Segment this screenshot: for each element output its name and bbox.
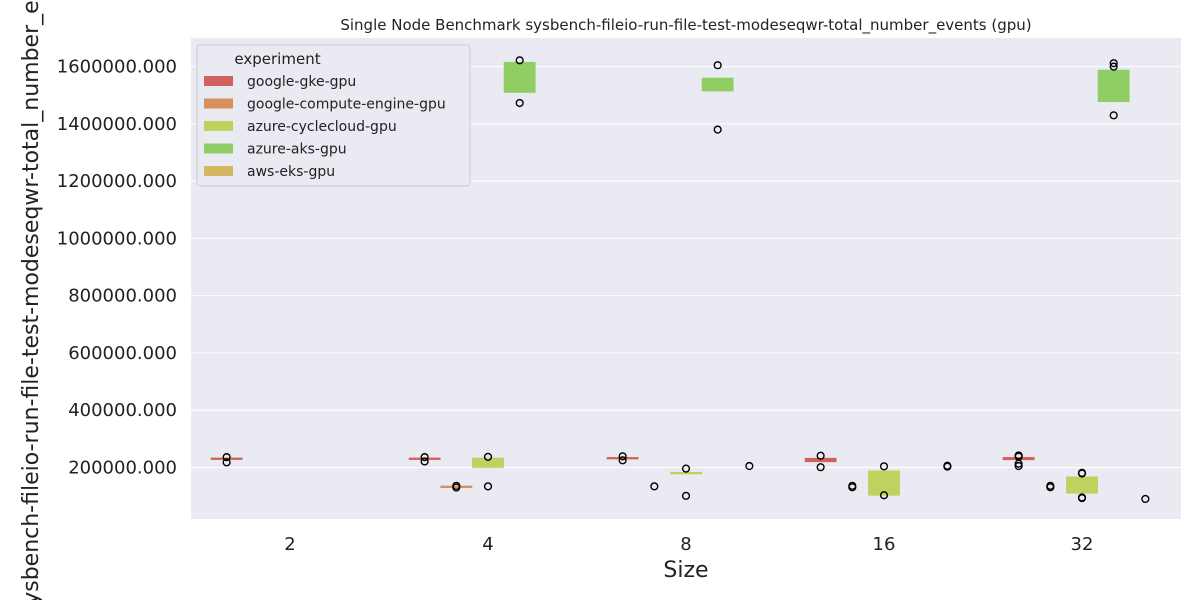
outlier-point	[515, 56, 524, 65]
outlier-point	[222, 458, 231, 467]
outlier-point	[1109, 111, 1118, 120]
outlier-point	[618, 452, 627, 461]
y-tick-label: 1200000.000	[57, 171, 177, 192]
x-tick-label: 4	[482, 534, 493, 555]
outlier-point	[483, 452, 493, 461]
outlier-point	[745, 461, 754, 471]
legend-swatch	[204, 121, 233, 131]
x-axis-label: Size	[663, 558, 708, 583]
box	[503, 61, 536, 93]
outlier-point	[1141, 494, 1150, 504]
outlier-point	[943, 461, 952, 470]
outlier-point	[1109, 59, 1118, 68]
y-tick-label: 1400000.000	[57, 114, 177, 135]
y-tick-label: 600000.000	[68, 343, 177, 364]
legend-box	[196, 44, 471, 187]
x-tick-label: 16	[873, 534, 896, 555]
chart-title: Single Node Benchmark sysbench-fileio-ru…	[340, 16, 1031, 35]
outlier-point	[1046, 481, 1055, 490]
x-tick-label: 8	[680, 534, 691, 555]
y-tick-label: 1000000.000	[57, 228, 177, 249]
x-tick-label: 32	[1071, 534, 1094, 555]
outlier-point	[879, 462, 889, 471]
outlier-point	[222, 453, 231, 462]
x-tick-label: 2	[284, 534, 295, 555]
outlier-point	[848, 481, 857, 490]
outlier-point	[1014, 451, 1023, 460]
legend-swatch	[204, 143, 233, 154]
outlier-point	[650, 482, 659, 491]
outlier-point	[816, 451, 825, 460]
outlier-point	[483, 482, 493, 491]
legend-label: azure-aks-gpu	[247, 142, 347, 158]
outlier-point	[713, 125, 722, 134]
x-axis: 2 4 8 16 32	[284, 534, 1093, 555]
legend-label: google-compute-engine-gpu	[247, 97, 446, 113]
outlier-point	[1077, 468, 1087, 478]
outlier-point	[420, 453, 429, 462]
outlier-point	[816, 463, 825, 472]
legend-swatch	[204, 98, 233, 109]
legend-label: aws-eks-gpu	[247, 164, 335, 180]
outlier-point	[681, 491, 691, 500]
boxes-layer	[210, 56, 1150, 504]
legend-swatch	[204, 166, 233, 176]
legend-title: experiment	[234, 50, 320, 68]
outlier-point	[1109, 62, 1118, 71]
legend-swatch	[204, 76, 233, 86]
y-axis-label: sysbench-fileio-run-file-test-modeseqwr-…	[19, 0, 44, 600]
outlier-point	[681, 464, 691, 473]
y-tick-label: 400000.000	[68, 400, 177, 421]
y-tick-label: 800000.000	[68, 286, 177, 307]
outlier-point	[1077, 493, 1087, 502]
outlier-point	[713, 61, 722, 70]
legend-label: azure-cyclecloud-gpu	[247, 119, 397, 135]
y-tick-label: 200000.000	[68, 457, 177, 478]
y-tick-label: 1600000.000	[57, 57, 177, 78]
outlier-point	[452, 481, 461, 490]
outlier-point	[420, 457, 429, 466]
box	[1097, 69, 1130, 102]
outlier-point	[515, 98, 524, 108]
outlier-point	[618, 456, 627, 465]
legend: experiment google-gke-gpu google-compute-e…	[196, 44, 471, 187]
outlier-point	[879, 491, 889, 500]
legend-label: google-gke-gpu	[247, 74, 356, 90]
box	[701, 77, 734, 92]
